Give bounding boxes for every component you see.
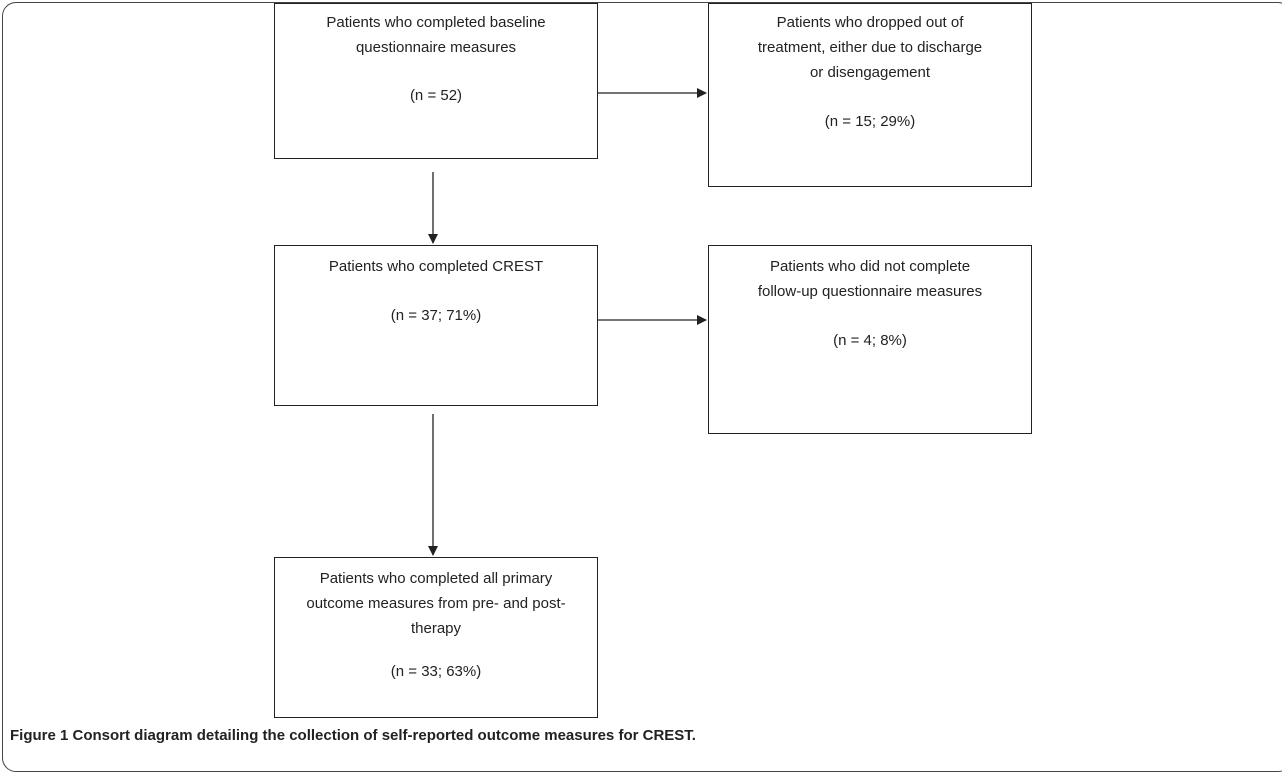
crest-label: Patients who completed CREST [328,258,544,275]
final-label: Patients who completed all primary outco… [306,570,566,637]
baseline-count: (n = 52) [409,87,463,104]
dropout-label: Patients who dropped out of treatment, e… [757,14,983,81]
final-box: Patients who completed all primary outco… [274,557,598,718]
figure-caption: Figure 1 Consort diagram detailing the c… [10,727,696,744]
figure-caption-text: Figure 1 Consort diagram detailing the c… [10,727,696,744]
baseline-label: Patients who completed baseline question… [326,14,546,56]
followup-label: Patients who did not complete follow-up … [757,258,983,300]
baseline-box: Patients who completed baseline question… [274,3,598,159]
followup-count: (n = 4; 8%) [833,332,907,349]
dropout-count: (n = 15; 29%) [824,113,916,130]
crest-count: (n = 37; 71%) [390,307,482,324]
dropout-box: Patients who dropped out of treatment, e… [708,3,1032,187]
followup-box: Patients who did not complete follow-up … [708,245,1032,434]
crest-box: Patients who completed CREST (n = 37; 71… [274,245,598,406]
final-count: (n = 33; 63%) [390,663,482,680]
